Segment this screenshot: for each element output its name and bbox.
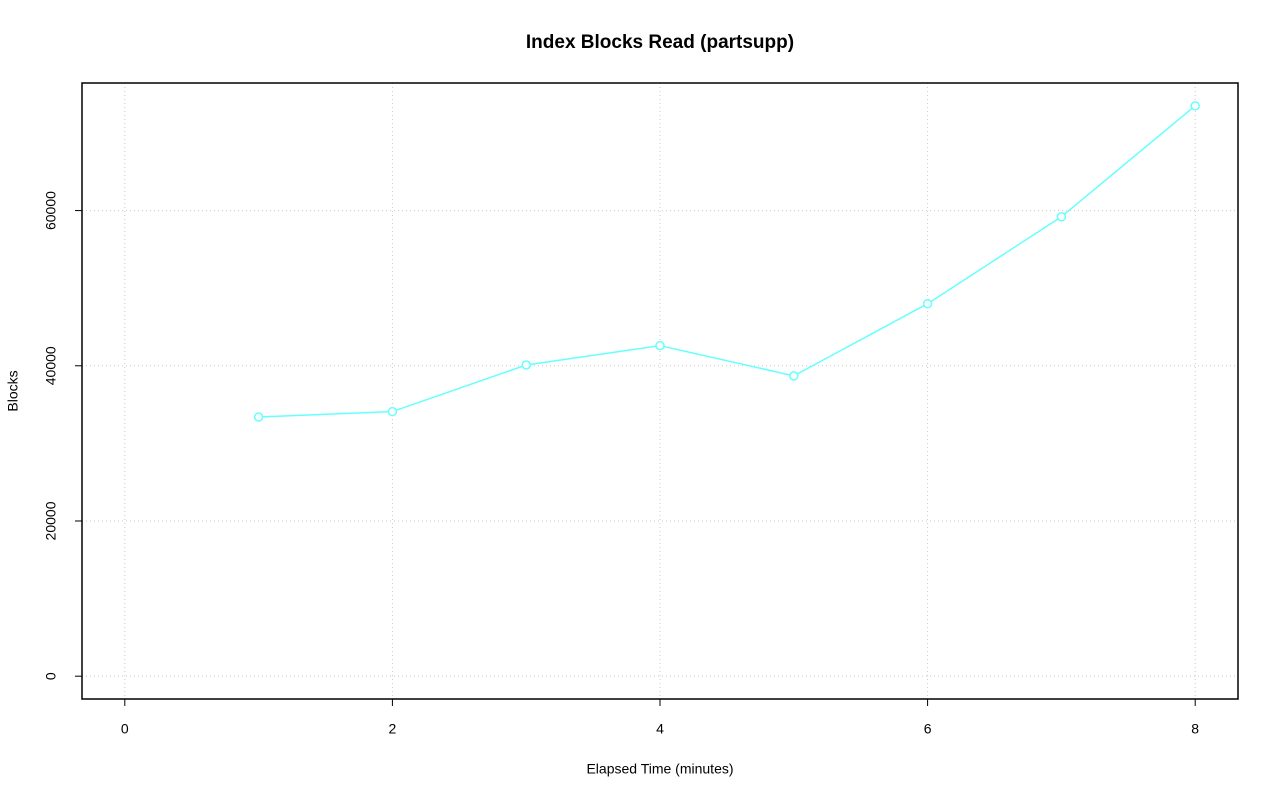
x-axis-label: Elapsed Time (minutes) [586, 761, 733, 777]
point [789, 371, 799, 381]
x-tick-label: 6 [924, 721, 932, 737]
y-tick-label: 60000 [43, 191, 59, 230]
x-tick-label: 4 [656, 721, 664, 737]
point [521, 360, 531, 370]
plot-frame [81, 82, 1239, 700]
y-axis-label: Blocks [5, 370, 21, 411]
y-tick-label: 0 [43, 672, 59, 680]
chart-title: Index Blocks Read (partsupp) [526, 32, 794, 53]
line [258, 105, 1196, 418]
point [1190, 101, 1200, 111]
point [387, 406, 398, 417]
point [922, 298, 933, 309]
x-tick-label: 2 [389, 721, 397, 737]
y-tick-label: 20000 [43, 501, 59, 540]
point [1056, 212, 1067, 222]
point [655, 340, 665, 351]
x-tick-label: 8 [1191, 721, 1199, 737]
x-tick-label: 0 [121, 721, 129, 737]
y-tick-label: 40000 [43, 346, 59, 385]
point [253, 412, 264, 422]
